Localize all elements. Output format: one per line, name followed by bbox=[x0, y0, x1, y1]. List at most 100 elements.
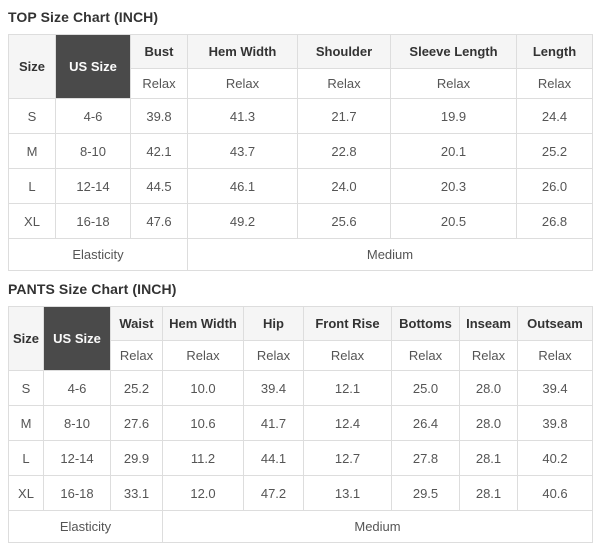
fit-cell: Relax bbox=[517, 340, 593, 371]
fit-cell: Relax bbox=[162, 340, 244, 371]
size-cell: S bbox=[8, 370, 44, 406]
us-size-cell: 4-6 bbox=[43, 370, 111, 406]
value-cell: 39.8 bbox=[517, 405, 593, 441]
top-fit-row: Relax Relax Relax Relax Relax bbox=[9, 68, 593, 99]
elasticity-label: Elasticity bbox=[8, 238, 188, 271]
us-size-cell: 16-18 bbox=[43, 475, 111, 511]
size-cell: XL bbox=[8, 475, 44, 511]
value-cell: 10.0 bbox=[162, 370, 244, 406]
top-col-length: Length bbox=[516, 34, 593, 69]
value-cell: 12.7 bbox=[303, 440, 392, 476]
size-cell: L bbox=[8, 168, 56, 204]
value-cell: 20.1 bbox=[390, 133, 517, 169]
value-cell: 28.1 bbox=[459, 440, 518, 476]
top-row-xl: XL 16-18 47.6 49.2 25.6 20.5 26.8 bbox=[8, 203, 593, 239]
top-row-l: L 12-14 44.5 46.1 24.0 20.3 26.0 bbox=[8, 168, 593, 204]
top-col-bust: Bust bbox=[130, 34, 188, 69]
value-cell: 39.8 bbox=[130, 98, 188, 134]
value-cell: 42.1 bbox=[130, 133, 188, 169]
size-cell: XL bbox=[8, 203, 56, 239]
fit-cell: Relax bbox=[243, 340, 304, 371]
value-cell: 29.5 bbox=[391, 475, 460, 511]
pants-us-size-column-header: US Size bbox=[43, 306, 111, 371]
value-cell: 28.1 bbox=[459, 475, 518, 511]
value-cell: 41.3 bbox=[187, 98, 298, 134]
top-size-table: Size US Size Bust Hem Width Shoulder Sle… bbox=[8, 34, 593, 271]
pants-row-xl: XL 16-18 33.1 12.0 47.2 13.1 29.5 28.1 4… bbox=[8, 475, 593, 511]
value-cell: 25.6 bbox=[297, 203, 391, 239]
value-cell: 24.0 bbox=[297, 168, 391, 204]
us-size-cell: 16-18 bbox=[55, 203, 131, 239]
elasticity-value: Medium bbox=[187, 238, 593, 271]
value-cell: 11.2 bbox=[162, 440, 244, 476]
top-elasticity-row: Elasticity Medium bbox=[8, 238, 593, 271]
value-cell: 47.2 bbox=[243, 475, 304, 511]
value-cell: 28.0 bbox=[459, 405, 518, 441]
fit-cell: Relax bbox=[516, 68, 593, 99]
value-cell: 26.4 bbox=[391, 405, 460, 441]
us-size-cell: 8-10 bbox=[55, 133, 131, 169]
value-cell: 20.5 bbox=[390, 203, 517, 239]
value-cell: 25.2 bbox=[516, 133, 593, 169]
value-cell: 49.2 bbox=[187, 203, 298, 239]
value-cell: 27.6 bbox=[110, 405, 163, 441]
top-header-row: Size US Size Bust Hem Width Shoulder Sle… bbox=[8, 34, 593, 99]
value-cell: 28.0 bbox=[459, 370, 518, 406]
value-cell: 33.1 bbox=[110, 475, 163, 511]
pants-row-l: L 12-14 29.9 11.2 44.1 12.7 27.8 28.1 40… bbox=[8, 440, 593, 476]
pants-row-s: S 4-6 25.2 10.0 39.4 12.1 25.0 28.0 39.4 bbox=[8, 370, 593, 406]
fit-cell: Relax bbox=[130, 68, 188, 99]
fit-cell: Relax bbox=[303, 340, 392, 371]
value-cell: 26.0 bbox=[516, 168, 593, 204]
value-cell: 39.4 bbox=[243, 370, 304, 406]
value-cell: 29.9 bbox=[110, 440, 163, 476]
value-cell: 26.8 bbox=[516, 203, 593, 239]
pants-row-m: M 8-10 27.6 10.6 41.7 12.4 26.4 28.0 39.… bbox=[8, 405, 593, 441]
value-cell: 43.7 bbox=[187, 133, 298, 169]
value-cell: 20.3 bbox=[390, 168, 517, 204]
elasticity-label: Elasticity bbox=[8, 510, 163, 543]
top-col-sleeve-length: Sleeve Length bbox=[390, 34, 517, 69]
pants-col-front-rise: Front Rise bbox=[303, 306, 392, 341]
top-size-column-header: Size bbox=[8, 34, 56, 99]
top-row-s: S 4-6 39.8 41.3 21.7 19.9 24.4 bbox=[8, 98, 593, 134]
value-cell: 25.2 bbox=[110, 370, 163, 406]
value-cell: 40.2 bbox=[517, 440, 593, 476]
value-cell: 44.1 bbox=[243, 440, 304, 476]
top-chart-title: TOP Size Chart (INCH) bbox=[8, 9, 159, 25]
top-col-hem-width: Hem Width bbox=[187, 34, 298, 69]
value-cell: 41.7 bbox=[243, 405, 304, 441]
value-cell: 12.0 bbox=[162, 475, 244, 511]
us-size-cell: 12-14 bbox=[43, 440, 111, 476]
pants-header-row: Size US Size Waist Hem Width Hip Front R… bbox=[8, 306, 593, 371]
fit-cell: Relax bbox=[297, 68, 391, 99]
pants-fit-row: Relax Relax Relax Relax Relax Relax Rela… bbox=[9, 340, 593, 371]
size-cell: M bbox=[8, 405, 44, 441]
value-cell: 12.1 bbox=[303, 370, 392, 406]
value-cell: 21.7 bbox=[297, 98, 391, 134]
fit-cell: Relax bbox=[110, 340, 163, 371]
top-us-size-column-header: US Size bbox=[55, 34, 131, 99]
value-cell: 47.6 bbox=[130, 203, 188, 239]
value-cell: 19.9 bbox=[390, 98, 517, 134]
value-cell: 39.4 bbox=[517, 370, 593, 406]
size-cell: L bbox=[8, 440, 44, 476]
us-size-cell: 12-14 bbox=[55, 168, 131, 204]
value-cell: 24.4 bbox=[516, 98, 593, 134]
us-size-cell: 8-10 bbox=[43, 405, 111, 441]
pants-col-hem-width: Hem Width bbox=[162, 306, 244, 341]
pants-col-hip: Hip bbox=[243, 306, 304, 341]
fit-cell: Relax bbox=[391, 340, 460, 371]
top-row-m: M 8-10 42.1 43.7 22.8 20.1 25.2 bbox=[8, 133, 593, 169]
value-cell: 22.8 bbox=[297, 133, 391, 169]
fit-cell: Relax bbox=[390, 68, 517, 99]
pants-size-column-header: Size bbox=[8, 306, 44, 371]
fit-cell: Relax bbox=[459, 340, 518, 371]
pants-chart-title: PANTS Size Chart (INCH) bbox=[8, 281, 177, 297]
value-cell: 10.6 bbox=[162, 405, 244, 441]
pants-col-waist: Waist bbox=[110, 306, 163, 341]
pants-size-table: Size US Size Waist Hem Width Hip Front R… bbox=[8, 306, 593, 543]
size-cell: S bbox=[8, 98, 56, 134]
pants-col-bottoms: Bottoms bbox=[391, 306, 460, 341]
